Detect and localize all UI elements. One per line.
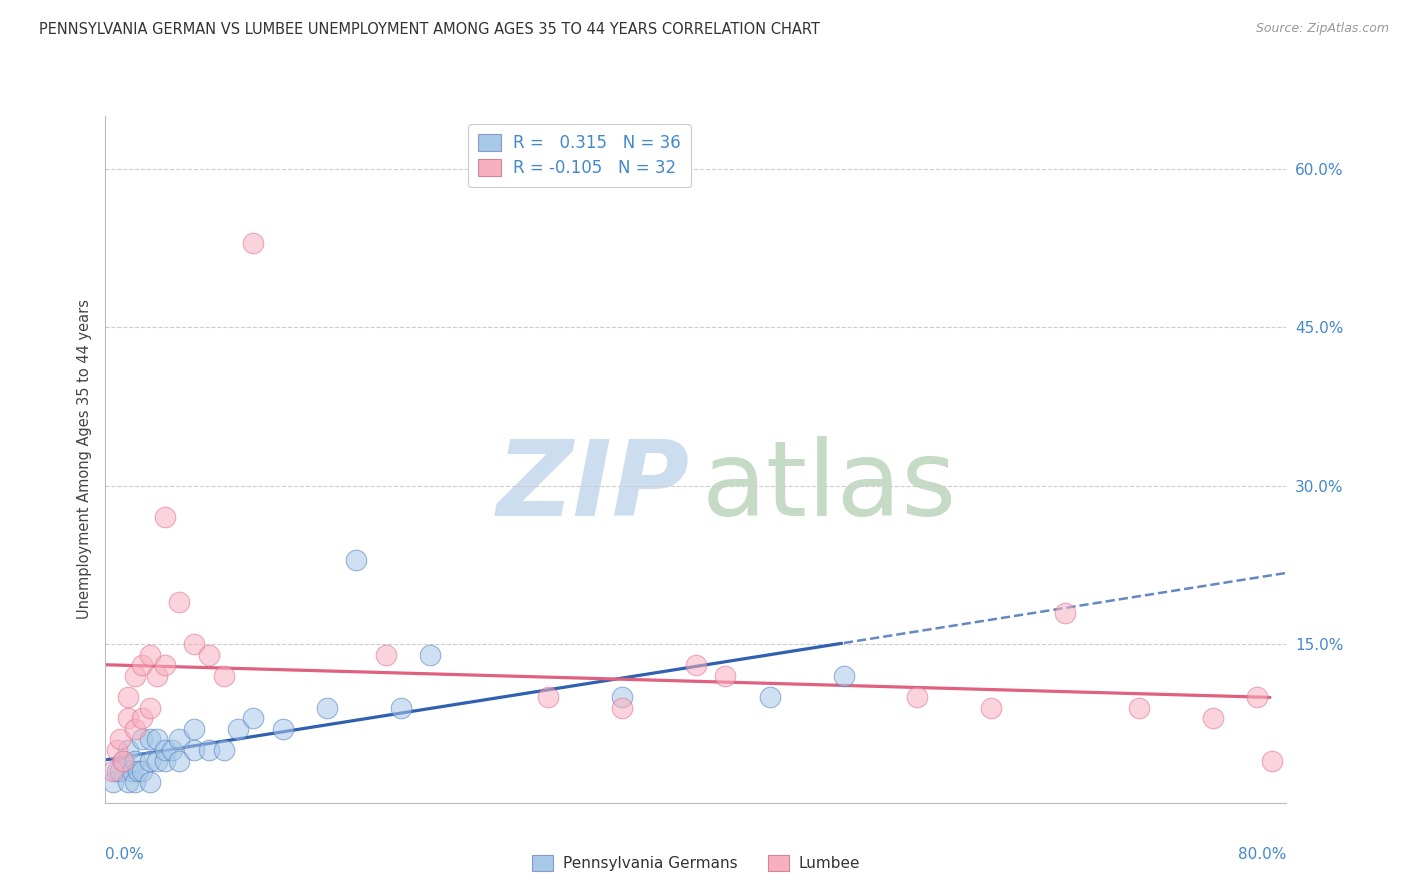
- Point: [197, 743, 219, 757]
- Legend: R =   0.315   N = 36, R = -0.105   N = 32: R = 0.315 N = 36, R = -0.105 N = 32: [468, 124, 690, 187]
- Point: [832, 669, 855, 683]
- Point: [138, 700, 162, 714]
- Point: [183, 637, 205, 651]
- Point: [131, 764, 153, 778]
- Point: [153, 510, 176, 524]
- Point: [389, 700, 412, 714]
- Point: [117, 711, 139, 725]
- Point: [212, 743, 235, 757]
- Point: [153, 754, 176, 768]
- Text: Source: ZipAtlas.com: Source: ZipAtlas.com: [1256, 22, 1389, 36]
- Point: [146, 669, 169, 683]
- Point: [131, 658, 153, 673]
- Point: [110, 732, 132, 747]
- Point: [131, 711, 153, 725]
- Point: [197, 648, 219, 662]
- Point: [1054, 606, 1077, 620]
- Point: [110, 764, 132, 778]
- Point: [138, 754, 162, 768]
- Point: [226, 722, 250, 736]
- Point: [685, 658, 707, 673]
- Point: [183, 722, 205, 736]
- Point: [138, 774, 162, 789]
- Text: atlas: atlas: [702, 436, 957, 538]
- Point: [146, 754, 169, 768]
- Point: [121, 764, 143, 778]
- Point: [242, 711, 264, 725]
- Point: [117, 774, 139, 789]
- Point: [980, 700, 1002, 714]
- Point: [419, 648, 441, 662]
- Point: [124, 722, 146, 736]
- Point: [374, 648, 398, 662]
- Point: [610, 690, 633, 705]
- Point: [537, 690, 560, 705]
- Point: [105, 743, 128, 757]
- Point: [138, 648, 162, 662]
- Point: [138, 732, 162, 747]
- Point: [160, 743, 183, 757]
- Point: [124, 754, 146, 768]
- Point: [905, 690, 928, 705]
- Point: [105, 764, 128, 778]
- Point: [1201, 711, 1223, 725]
- Point: [714, 669, 737, 683]
- Point: [1128, 700, 1150, 714]
- Text: ZIP: ZIP: [496, 436, 690, 538]
- Point: [127, 764, 149, 778]
- Point: [346, 553, 368, 567]
- Point: [101, 774, 124, 789]
- Point: [153, 743, 176, 757]
- Point: [1246, 690, 1268, 705]
- Text: PENNSYLVANIA GERMAN VS LUMBEE UNEMPLOYMENT AMONG AGES 35 TO 44 YEARS CORRELATION: PENNSYLVANIA GERMAN VS LUMBEE UNEMPLOYME…: [39, 22, 820, 37]
- Point: [131, 732, 153, 747]
- Point: [117, 743, 139, 757]
- Point: [1260, 754, 1282, 768]
- Point: [183, 743, 205, 757]
- Point: [169, 732, 191, 747]
- Point: [117, 690, 139, 705]
- Point: [112, 754, 135, 768]
- Point: [153, 658, 176, 673]
- Point: [112, 754, 135, 768]
- Point: [124, 669, 146, 683]
- Text: 0.0%: 0.0%: [105, 847, 145, 863]
- Y-axis label: Unemployment Among Ages 35 to 44 years: Unemployment Among Ages 35 to 44 years: [76, 300, 91, 619]
- Point: [101, 764, 124, 778]
- Text: 80.0%: 80.0%: [1239, 847, 1286, 863]
- Point: [169, 595, 191, 609]
- Point: [169, 754, 191, 768]
- Point: [759, 690, 782, 705]
- Point: [271, 722, 294, 736]
- Point: [242, 235, 264, 250]
- Point: [315, 700, 337, 714]
- Legend: Pennsylvania Germans, Lumbee: Pennsylvania Germans, Lumbee: [526, 849, 866, 877]
- Point: [610, 700, 633, 714]
- Point: [146, 732, 169, 747]
- Point: [212, 669, 235, 683]
- Point: [124, 774, 146, 789]
